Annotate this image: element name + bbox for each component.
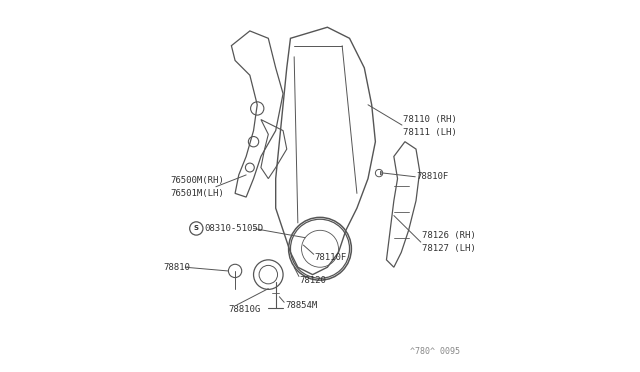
Text: 08310-5105D: 08310-5105D xyxy=(205,224,264,233)
Text: S: S xyxy=(194,225,199,231)
Text: ^780^ 0095: ^780^ 0095 xyxy=(410,347,460,356)
Text: 78127 (LH): 78127 (LH) xyxy=(422,244,476,253)
Text: 78854M: 78854M xyxy=(285,301,317,311)
Text: 78810: 78810 xyxy=(163,263,190,272)
Text: 78126 (RH): 78126 (RH) xyxy=(422,231,476,240)
Text: 78111 (LH): 78111 (LH) xyxy=(403,128,457,137)
Text: 78810F: 78810F xyxy=(416,172,448,181)
Text: 78120: 78120 xyxy=(300,276,326,285)
Text: 78810G: 78810G xyxy=(228,305,260,314)
Text: 78110 (RH): 78110 (RH) xyxy=(403,115,457,124)
Text: 76501M(LH): 76501M(LH) xyxy=(170,189,224,198)
Text: 78110F: 78110F xyxy=(314,253,347,263)
Text: 76500M(RH): 76500M(RH) xyxy=(170,176,224,185)
